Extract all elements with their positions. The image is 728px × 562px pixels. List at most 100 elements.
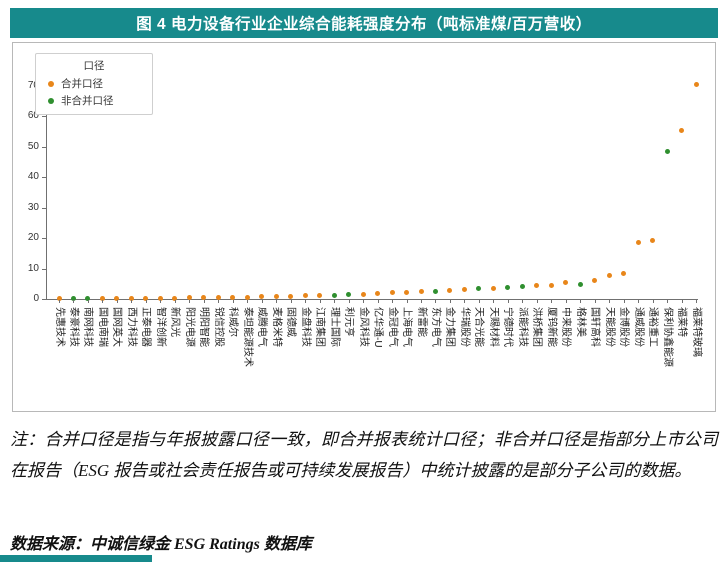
legend-item-merged: 合并口径 (42, 75, 146, 92)
data-point (621, 270, 627, 276)
data-point (215, 294, 221, 300)
y-axis-line (46, 57, 47, 300)
merged-dot-icon (48, 80, 54, 87)
x-tick-label: 正泰电器 (140, 307, 152, 347)
x-tick-label: 通威股份 (632, 307, 644, 347)
data-point (201, 295, 207, 301)
x-tick-mark (247, 300, 249, 303)
y-tick-label: 60 (27, 110, 39, 122)
x-tick-mark (478, 300, 480, 303)
data-point (404, 289, 410, 295)
data-point (273, 294, 279, 300)
data-point (85, 296, 91, 302)
x-tick-mark (551, 300, 553, 303)
x-tick-label: 派能科技 (516, 307, 528, 347)
x-tick-label: 上海电气 (401, 307, 413, 347)
legend-title: 口径 (83, 60, 105, 72)
x-tick-label: 金风科技 (357, 307, 369, 347)
data-point (476, 286, 482, 292)
chart-legend: 口径 合并口径 非合并口径 (35, 53, 153, 115)
scatter-chart: 0 10 20 30 40 50 60 70 先惠技术 泰豪科技 南网科技 国电南瑞 国网英大 西力科技正… (12, 42, 716, 412)
data-point (534, 283, 540, 289)
x-tick-mark (189, 300, 191, 303)
data-point (360, 291, 366, 297)
y-tick-mark (42, 177, 46, 179)
x-tick-mark (102, 300, 104, 303)
data-point (505, 284, 511, 290)
data-point (244, 294, 250, 300)
x-tick-label: 格林美 (574, 307, 586, 337)
y-tick-mark (42, 116, 46, 118)
x-tick-mark (449, 300, 451, 303)
y-tick-label: 40 (27, 171, 39, 183)
x-tick-mark (290, 300, 292, 303)
x-tick-label: 东方电气 (429, 307, 441, 347)
x-tick-label: 科威尔 (227, 307, 239, 337)
data-point (317, 293, 323, 299)
x-tick-label: 新风光 (169, 307, 181, 337)
data-point (288, 293, 294, 299)
data-point (664, 148, 670, 154)
x-tick-label: 厦钨新能 (545, 307, 557, 347)
x-tick-label: 明阳智能 (198, 307, 210, 347)
x-tick-label: 国轩高科 (589, 307, 601, 347)
data-point (548, 282, 554, 288)
x-tick-mark (421, 300, 422, 303)
y-tick-mark (42, 299, 46, 300)
x-tick-mark (131, 300, 133, 303)
x-tick-mark (276, 300, 278, 303)
x-tick-mark (261, 300, 263, 303)
x-tick-mark (218, 300, 220, 303)
data-point (70, 296, 76, 302)
data-point (563, 280, 569, 286)
data-point (693, 81, 699, 87)
x-tick-label: 西力科技 (125, 307, 137, 347)
data-point (577, 281, 583, 287)
data-point (56, 296, 62, 302)
x-tick-mark (493, 300, 495, 303)
x-tick-mark (334, 300, 336, 303)
x-tick-mark (319, 300, 321, 303)
x-tick-mark (232, 300, 234, 303)
x-tick-mark (580, 300, 582, 303)
data-point (389, 290, 395, 296)
y-tick-mark (42, 268, 46, 270)
x-tick-label: 新雷能 (415, 307, 427, 337)
data-point (346, 292, 352, 298)
x-tick-label: 泰豪科技 (67, 307, 79, 347)
data-point (490, 285, 496, 291)
x-tick-mark (174, 300, 176, 303)
x-tick-label: 理士国际 (328, 307, 340, 347)
x-tick-mark (522, 300, 524, 303)
x-tick-label: 麦格米特 (270, 307, 282, 347)
data-point (143, 295, 149, 301)
x-tick-label: 天能股份 (603, 307, 615, 347)
x-tick-label: 阳光电源 (183, 307, 195, 347)
x-tick-mark (435, 300, 437, 303)
y-tick-mark (42, 207, 46, 209)
y-tick-mark (42, 146, 46, 148)
x-tick-mark (652, 300, 654, 303)
data-point (592, 277, 598, 283)
x-tick-label: 南网科技 (82, 307, 94, 347)
data-point (432, 288, 438, 294)
x-tick-mark (667, 300, 669, 303)
data-point (114, 295, 120, 301)
y-tick-label: 30 (27, 201, 39, 213)
x-tick-label: 亿华通-U (372, 307, 384, 348)
y-tick-label: 10 (27, 262, 39, 274)
x-tick-mark (59, 300, 60, 303)
data-point (331, 292, 337, 298)
x-tick-label: 金博股份 (618, 307, 630, 347)
data-point (635, 239, 641, 245)
x-tick-label: 固德威 (285, 307, 297, 337)
x-tick-mark (681, 300, 683, 303)
data-point (679, 127, 685, 133)
x-tick-label: 宁德时代 (502, 307, 514, 347)
data-point (230, 294, 236, 300)
data-point (157, 295, 163, 301)
legend-item-label: 合并口径 (61, 78, 103, 90)
x-tick-mark (203, 300, 205, 303)
x-tick-mark (145, 300, 147, 303)
